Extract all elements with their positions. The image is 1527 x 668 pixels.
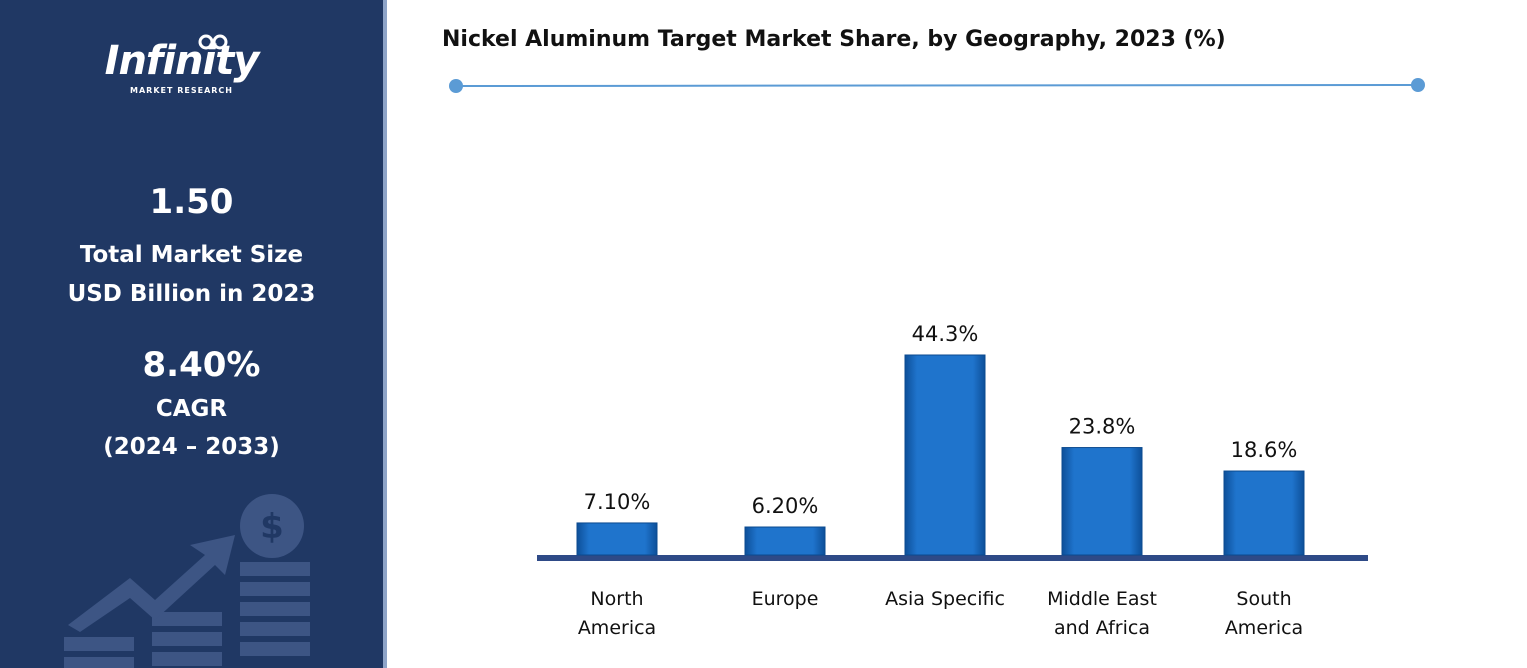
value-label: 6.20% <box>752 494 819 518</box>
cagr: 8.40% <box>142 345 261 385</box>
market-size-label: Total Market Size <box>79 242 304 268</box>
value-label: 18.6% <box>1231 438 1298 462</box>
x-tick-label: Asia Specific <box>885 588 1005 610</box>
x-tick-label: Europe <box>751 588 819 610</box>
rule-dot <box>1411 78 1425 92</box>
svg-text:$: $ <box>260 507 284 547</box>
bar <box>904 354 986 556</box>
cagr-label: CAGR <box>155 396 228 422</box>
bar <box>744 526 826 556</box>
value-label: 7.10% <box>584 490 651 514</box>
value-label: 23.8% <box>1069 415 1136 439</box>
title-rule <box>455 84 1419 87</box>
chart-title: Nickel Aluminum Target Market Share, by … <box>442 27 1226 52</box>
bar <box>576 522 658 556</box>
value-label: 44.3% <box>912 322 979 346</box>
brand: Infinity <box>104 38 260 84</box>
cagr-period: (2024 – 2033) <box>103 434 280 460</box>
bar <box>1223 470 1305 556</box>
market-size: 1.50 <box>149 182 234 222</box>
x-tick-label: North America <box>577 588 657 639</box>
x-tick-label: South America <box>1224 588 1304 639</box>
x-tick-label: Middle East and Africa <box>1047 588 1157 639</box>
sidebar: $ Infinity MARKET RESEARCH 1.50 Total Ma… <box>0 0 387 668</box>
brand-sub: MARKET RESEARCH <box>130 86 233 95</box>
bar <box>1061 447 1143 556</box>
sidebar-art: $ <box>64 34 310 668</box>
market-size-label: USD Billion in 2023 <box>67 281 316 307</box>
rule-dot <box>449 79 463 93</box>
